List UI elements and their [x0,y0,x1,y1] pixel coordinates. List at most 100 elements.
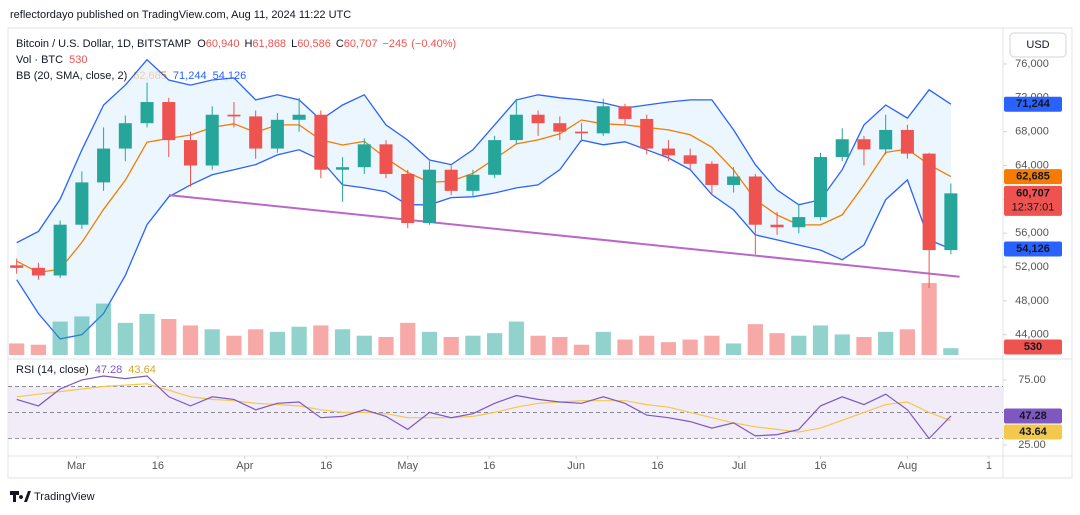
x-tick-label: Mar [67,460,86,472]
symbol-title: Bitcoin / U.S. Dollar, 1D, BITSTAMP [16,38,191,50]
volume-bar [74,316,90,355]
x-tick-label: Jun [567,460,585,472]
bb-upper-value: 71,244 [173,70,207,82]
y-tick-label: 44,000 [1015,329,1049,341]
candle-body [857,139,871,150]
x-tick-label: 16 [483,460,495,472]
rsi-tag [1004,408,1062,424]
y-tick-label: 48,000 [1015,295,1049,307]
volume-bar [530,335,546,355]
candle-body [640,118,654,149]
change-percent: (−0.40%) [411,38,456,50]
volume-bar [595,331,611,355]
rsi-ma-tag-label: 43.64 [1019,426,1047,438]
rsi-line [16,375,952,440]
publisher: reflectordayo published on TradingView.c… [10,9,351,21]
volume-bar [400,322,416,355]
price-legend: Bitcoin / U.S. Dollar, 1D, BITSTAMP O60,9… [16,38,456,50]
rsi-value: 47.28 [95,364,123,376]
volume-bar [52,321,68,355]
bb-lower-tag-label: 54,126 [1016,243,1050,255]
volume-bar [617,339,633,355]
rsi-label: RSI (14, close) [16,364,89,376]
rsi-ma-tag [1004,424,1062,440]
volume-bar [769,333,785,355]
volume-bar [856,337,872,355]
bb-upper-tag [1004,96,1062,112]
candle-body [488,140,502,175]
candle-body [314,114,328,170]
close-countdown: 12:37:01 [1012,201,1055,213]
candle-body [183,140,198,166]
y-tick-label: 68,000 [1015,126,1049,138]
volume-bar [465,335,481,355]
volume-bar [291,326,307,355]
volume-bar [9,343,25,355]
candle-body [444,169,458,191]
bb-label: BB (20, SMA, close, 2) [16,70,127,82]
x-tick-label: 1 [986,460,992,472]
x-tick-label: May [397,460,418,472]
volume-bar [161,319,177,355]
y-tick-label: 56,000 [1015,227,1049,239]
volume-bar [139,313,155,355]
volume-bar [552,337,568,355]
candle-body [292,114,306,120]
volume-bar [508,321,524,355]
trendline [168,194,960,278]
volume-bar [204,329,220,355]
candle-body [553,123,567,132]
close-tag [1004,185,1062,216]
candle-body [944,193,958,251]
volume-bar [921,283,937,355]
y-tick-label: 64,000 [1015,159,1049,171]
y-tick-label: 52,000 [1015,261,1049,273]
volume-bar [682,339,698,355]
volume-bar [182,325,199,355]
candle-body [683,155,697,164]
candle-body [118,123,132,149]
candle-body [879,129,893,150]
volume-bar [334,329,351,355]
volume-bar [226,335,242,355]
ohlc-value: 60,940 [206,38,240,50]
volume-bar [573,344,590,355]
candle-body [596,106,610,134]
rsi-tick-label: 75.00 [1018,374,1046,386]
x-tick-label: 16 [651,460,663,472]
ohlc-value: 60,707 [344,38,378,50]
bb-upper-line [16,58,952,244]
candle-body [10,265,24,268]
x-tick-label: Jul [732,460,746,472]
volume-bar [95,303,112,355]
currency-label[interactable]: USD [1026,39,1049,51]
candle-body [618,106,632,119]
volume-bar [313,325,329,355]
currency-button[interactable] [1009,32,1067,58]
rsi-ma-value: 43.64 [128,364,156,376]
candle-body [357,144,371,168]
ohlc-key: L [291,38,297,50]
ohlc-value: 61,868 [252,38,286,50]
volume-bar [248,329,264,355]
candle-body [575,131,589,134]
candle-body [727,176,741,185]
volume-tag [1004,339,1062,355]
volume-bar [726,343,742,355]
candle-body [770,224,784,228]
candle-body [792,217,806,228]
x-tick-label: 16 [814,460,826,472]
rsi-ma-line [16,383,952,433]
bb-upper-tag-label: 71,244 [1016,98,1051,110]
candle-body [835,139,849,158]
volume-bar [834,334,850,355]
candle-body [140,102,154,124]
candle-body [401,173,415,224]
volume-value: 530 [69,54,87,66]
candle-body [531,114,545,124]
candle-body [162,102,176,141]
candle-body [270,119,284,149]
ohlc-key: H [244,38,252,50]
volume-bar [704,335,720,355]
